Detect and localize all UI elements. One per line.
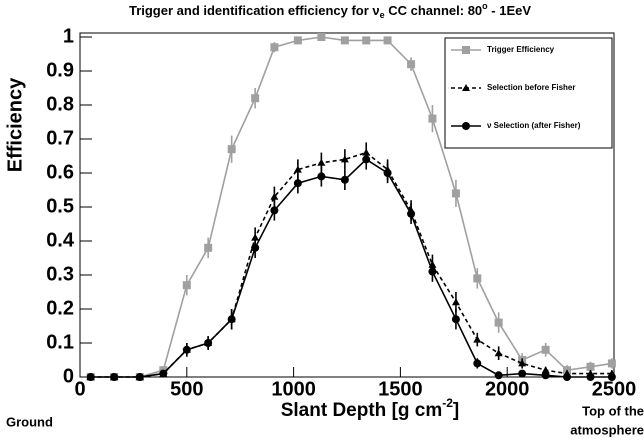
marker [110, 373, 119, 381]
marker [407, 60, 416, 69]
marker [362, 155, 371, 164]
legend-label: Trigger Efficiency [487, 45, 555, 54]
legend-label: Selection before Fisher [487, 83, 575, 92]
x-tick-label: 2000 [485, 378, 530, 400]
marker [494, 371, 503, 380]
marker [270, 206, 279, 215]
x-tick-label: 1000 [271, 378, 316, 400]
marker [473, 359, 482, 368]
y-tick-label: 0.1 [46, 331, 74, 353]
y-tick-label: 0.3 [46, 263, 74, 285]
marker [227, 145, 236, 154]
marker [227, 315, 236, 324]
marker [586, 362, 595, 371]
y-tick-label: 0.5 [46, 195, 74, 217]
legend-label: ν Selection (after Fisher) [487, 121, 581, 130]
marker [607, 373, 616, 381]
chart-title: Trigger and identification efficiency fo… [129, 1, 531, 20]
x-tick-label: 2500 [592, 378, 637, 400]
marker [428, 267, 437, 276]
marker [451, 298, 460, 306]
x-tick-label: 1500 [378, 378, 423, 400]
x-axis-label: Slant Depth [g cm-2] [281, 396, 460, 421]
marker [518, 369, 527, 378]
marker [293, 165, 302, 173]
marker [270, 43, 279, 52]
series-line [90, 158, 612, 378]
annotation: atmosphere [570, 422, 644, 437]
marker [541, 345, 550, 354]
marker [383, 36, 392, 45]
marker [473, 274, 482, 283]
marker [428, 114, 437, 123]
marker [340, 36, 349, 45]
marker [362, 36, 371, 45]
marker [451, 315, 460, 324]
marker [270, 192, 279, 200]
marker [293, 179, 302, 188]
marker [462, 46, 470, 54]
marker [518, 359, 527, 367]
y-tick-label: 0.4 [46, 229, 75, 251]
marker [317, 158, 326, 166]
marker [182, 345, 191, 354]
y-tick-label: 0 [63, 365, 74, 387]
marker [86, 373, 95, 381]
marker [204, 243, 213, 252]
marker [541, 366, 550, 374]
x-tick-label: 500 [170, 378, 203, 400]
marker [317, 172, 326, 181]
y-tick-label: 1 [63, 25, 74, 47]
marker [293, 36, 302, 45]
marker [494, 318, 503, 327]
marker [340, 175, 349, 184]
marker [451, 189, 460, 198]
legend-box [444, 37, 613, 149]
marker [251, 233, 260, 241]
marker [494, 349, 503, 357]
marker [462, 122, 470, 130]
marker [383, 169, 392, 177]
marker [159, 369, 168, 378]
marker [462, 84, 470, 91]
marker [251, 243, 260, 252]
marker [182, 281, 191, 290]
marker [340, 155, 349, 163]
annotation: Top of the [582, 403, 644, 418]
marker [407, 209, 416, 218]
marker [607, 359, 616, 368]
marker [586, 373, 595, 381]
y-tick-label: 0.7 [46, 127, 74, 149]
plot-frame [79, 32, 615, 378]
marker [135, 373, 144, 381]
y-tick-label: 0.8 [46, 93, 74, 115]
marker [251, 94, 260, 103]
x-tick-label: 0 [74, 378, 85, 400]
y-axis-label: Efficiency [4, 77, 26, 172]
series-line [90, 151, 612, 378]
y-tick-label: 0.9 [46, 59, 74, 81]
marker [563, 373, 572, 381]
marker [473, 335, 482, 343]
y-tick-label: 0.2 [46, 297, 74, 319]
marker [317, 33, 326, 41]
y-tick-label: 0.6 [46, 161, 74, 183]
annotation: Ground [6, 414, 53, 429]
marker [541, 371, 550, 380]
marker [204, 339, 213, 347]
